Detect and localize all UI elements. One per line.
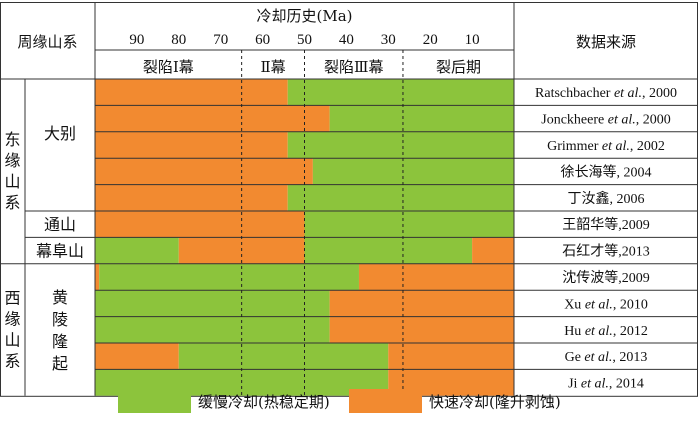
bar-segment-slow <box>287 131 514 159</box>
bar-segment-slow <box>95 290 330 317</box>
tick-label: 30 <box>381 32 396 48</box>
legend-label: 缓慢冷却(热稳定期) <box>198 393 330 411</box>
subregion-label: 黄陵隆起 <box>52 288 68 373</box>
tick-label: 90 <box>129 32 144 48</box>
bar-segment-fast <box>95 211 305 238</box>
bar-segment-fast <box>329 316 514 343</box>
source-label: Jonckheere et al., 2000 <box>541 113 670 128</box>
source-label: 徐长海等, 2004 <box>561 163 652 180</box>
bar-segment-slow <box>95 237 179 264</box>
source-label: Grimmer et al., 2002 <box>547 139 665 154</box>
tick-label: 60 <box>255 32 270 48</box>
phase-label: 裂后期 <box>436 58 481 76</box>
region-column-header: 周缘山系 <box>17 33 77 51</box>
bar-segment-fast <box>95 263 100 291</box>
source-label: 王韶华等,2009 <box>562 216 650 233</box>
text-layer: 周缘山系 数据来源 冷却历史(Ma) 90 80 70 60 50 40 30 20 10 裂陷Ⅰ幕 Ⅱ幕… <box>4 7 677 413</box>
region-label: 东缘山系 <box>4 130 20 212</box>
bar-segment-fast <box>95 184 288 211</box>
bar-segment-fast <box>95 158 313 185</box>
tick-label: 50 <box>297 32 312 48</box>
subregion-label: 幕阜山 <box>36 242 84 261</box>
phase-label: 裂陷Ⅰ幕 <box>143 58 194 76</box>
tick-label: 20 <box>423 32 438 48</box>
phase-label: 裂陷Ⅲ幕 <box>324 58 383 76</box>
bar-segment-fast <box>95 79 288 106</box>
source-label: Ji et al., 2014 <box>568 377 644 392</box>
source-column-header: 数据来源 <box>576 33 636 51</box>
bar-segment-slow <box>287 184 514 211</box>
bar-segment-slow <box>99 263 359 291</box>
bar-segment-fast <box>472 237 514 264</box>
source-label: Hu et al., 2012 <box>564 324 648 339</box>
bar-segment-slow <box>95 316 330 343</box>
time-axis-title: 冷却历史(Ma) <box>256 7 352 25</box>
legend-label: 快速冷却(隆升剥蚀) <box>429 393 561 411</box>
bar-segment-slow <box>178 343 389 370</box>
bar-segment-slow <box>304 211 514 238</box>
tick-label: 70 <box>213 32 228 48</box>
source-label: 沈传波等,2009 <box>562 269 650 286</box>
bar-segment-fast <box>95 131 288 159</box>
bar-segment-slow <box>287 79 514 106</box>
subregion-label: 通山 <box>44 215 76 234</box>
tick-label: 80 <box>171 32 186 48</box>
bar-segment-slow <box>312 158 514 185</box>
bar-segment-slow <box>329 105 514 132</box>
source-label: Ge et al., 2013 <box>565 350 648 365</box>
bars-layer <box>95 79 514 396</box>
bar-segment-fast <box>95 105 330 132</box>
bar-segment-fast <box>358 263 514 291</box>
source-label: Xu et al., 2010 <box>564 297 648 312</box>
source-label: Ratschbacher et al., 2000 <box>535 86 677 101</box>
source-label: 丁汝鑫, 2006 <box>568 190 645 207</box>
source-label: 石红才等,2013 <box>562 243 650 260</box>
phase-label: Ⅱ幕 <box>260 58 285 76</box>
bar-segment-fast <box>388 343 514 370</box>
tick-label: 40 <box>339 32 354 48</box>
bar-segment-fast <box>95 343 179 370</box>
legend-swatch-fast <box>349 389 422 413</box>
bar-segment-fast <box>329 290 514 317</box>
tick-label: 10 <box>465 32 480 48</box>
subregion-label: 大别 <box>44 124 76 143</box>
legend-swatch-slow <box>118 389 191 413</box>
grid-layer <box>0 2 698 397</box>
bar-segment-slow <box>304 237 473 264</box>
region-label: 西缘山系 <box>4 288 20 370</box>
